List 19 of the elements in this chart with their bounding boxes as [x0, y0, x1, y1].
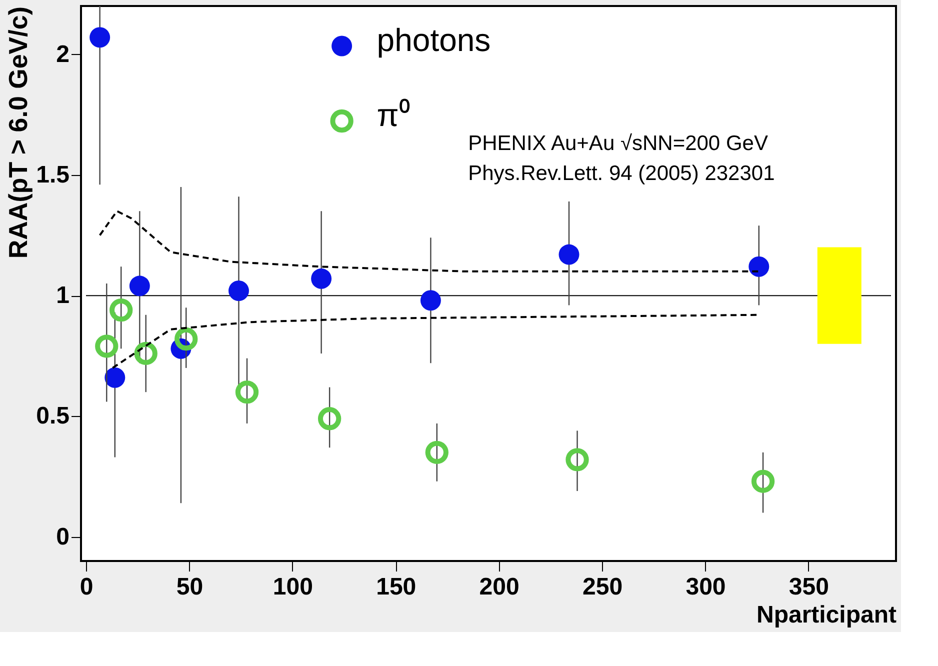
annotation: Phys.Rev.Lett. 94 (2005) 232301	[468, 162, 775, 185]
y-tick-label: 0.5	[36, 402, 70, 430]
y-tick-label: 0	[56, 523, 70, 550]
x-tick-label: 0	[80, 574, 94, 600]
x-tick-label: 100	[272, 574, 313, 600]
x-tick-label: 300	[686, 574, 726, 600]
x-tick-label: 350	[788, 574, 829, 600]
y-tick-label: 2	[56, 40, 70, 68]
x-tick-label: 150	[376, 574, 416, 600]
x-axis-title: Nparticipant	[756, 602, 897, 628]
y-tick-label: 1.5	[36, 161, 70, 188]
legend-label: π⁰	[376, 97, 410, 133]
x-tick-label: 50	[176, 574, 204, 600]
y-tick-label: 1	[56, 282, 70, 310]
x-tick-label: 200	[479, 574, 520, 600]
x-tick-label: 250	[582, 574, 623, 600]
legend-label: photons	[376, 22, 491, 58]
annotation: PHENIX Au+Au √sNN=200 GeV	[468, 132, 768, 155]
y-axis-title: RAA(pT > 6.0 GeV/c)	[3, 6, 34, 259]
